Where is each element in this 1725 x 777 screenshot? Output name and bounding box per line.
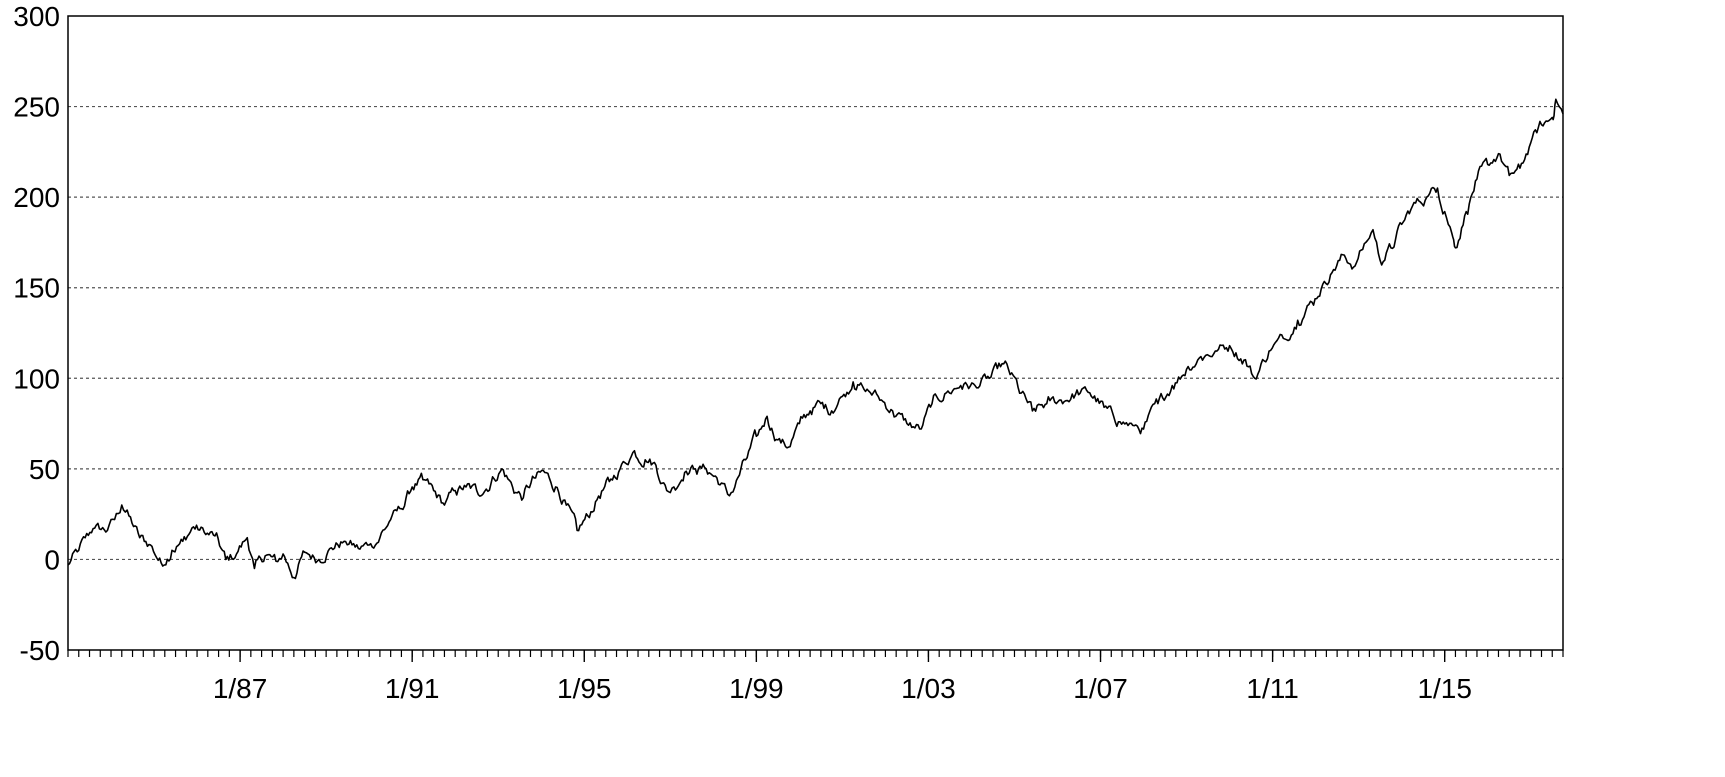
x-tick-label: 1/99 bbox=[729, 673, 784, 704]
x-tick-label: 1/07 bbox=[1073, 673, 1128, 704]
x-tick-label: 1/15 bbox=[1417, 673, 1472, 704]
y-tick-label: 0 bbox=[44, 544, 60, 575]
series-line bbox=[67, 98, 1564, 580]
y-tick-label: 50 bbox=[29, 454, 60, 485]
series-layer bbox=[67, 98, 1564, 580]
y-axis: -50 0 50 100 150 200 250 300 bbox=[13, 1, 60, 666]
x-tick-label: 1/87 bbox=[213, 673, 268, 704]
y-tick-label: 200 bbox=[13, 182, 60, 213]
y-tick-label: 250 bbox=[13, 92, 60, 123]
x-tick-label: 1/11 bbox=[1246, 673, 1298, 704]
y-tick-label: 150 bbox=[13, 273, 60, 304]
x-tick-label: 1/91 bbox=[385, 673, 440, 704]
y-tick-label: 300 bbox=[13, 1, 60, 32]
gridlines bbox=[68, 105, 1563, 561]
y-tick-label: -50 bbox=[20, 635, 60, 666]
y-tick-label: 100 bbox=[13, 363, 60, 394]
plot-frame bbox=[67, 15, 1564, 651]
x-tick-label: 1/03 bbox=[901, 673, 956, 704]
x-axis: 1/87 1/91 1/95 1/99 1/03 1/07 1/11 1/15 bbox=[67, 650, 1564, 704]
x-tick-label: 1/95 bbox=[557, 673, 612, 704]
